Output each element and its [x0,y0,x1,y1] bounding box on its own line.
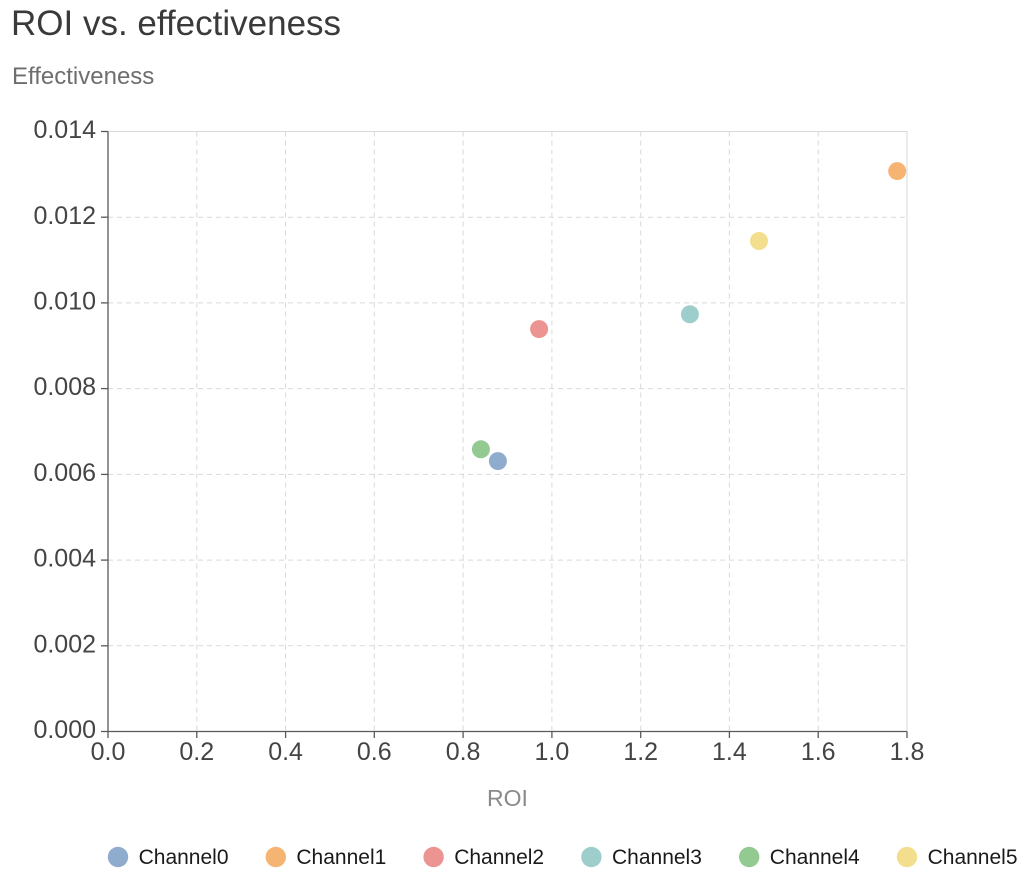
svg-text:1.0: 1.0 [535,738,570,766]
svg-text:1.8: 1.8 [890,738,925,766]
svg-text:Channel0: Channel0 [139,846,229,869]
svg-text:0.010: 0.010 [33,288,96,316]
svg-text:0.000: 0.000 [33,716,96,744]
svg-text:0.4: 0.4 [268,738,303,766]
svg-text:0.006: 0.006 [33,459,96,487]
svg-text:Channel5: Channel5 [928,846,1018,869]
svg-text:0.004: 0.004 [33,545,96,573]
svg-text:0.014: 0.014 [33,116,96,144]
svg-text:1.2: 1.2 [623,738,658,766]
svg-text:ROI: ROI [487,785,528,811]
svg-text:Channel1: Channel1 [296,846,386,869]
svg-text:Channel3: Channel3 [612,846,702,869]
svg-text:1.4: 1.4 [712,738,747,766]
svg-text:0.6: 0.6 [357,738,392,766]
svg-text:Channel2: Channel2 [454,846,544,869]
svg-text:0.008: 0.008 [33,373,96,401]
svg-text:1.6: 1.6 [801,738,836,766]
svg-text:Channel4: Channel4 [770,846,860,869]
svg-text:0.8: 0.8 [446,738,481,766]
svg-text:0.012: 0.012 [33,202,96,230]
svg-text:0.2: 0.2 [179,738,214,766]
svg-text:0.002: 0.002 [33,630,96,658]
